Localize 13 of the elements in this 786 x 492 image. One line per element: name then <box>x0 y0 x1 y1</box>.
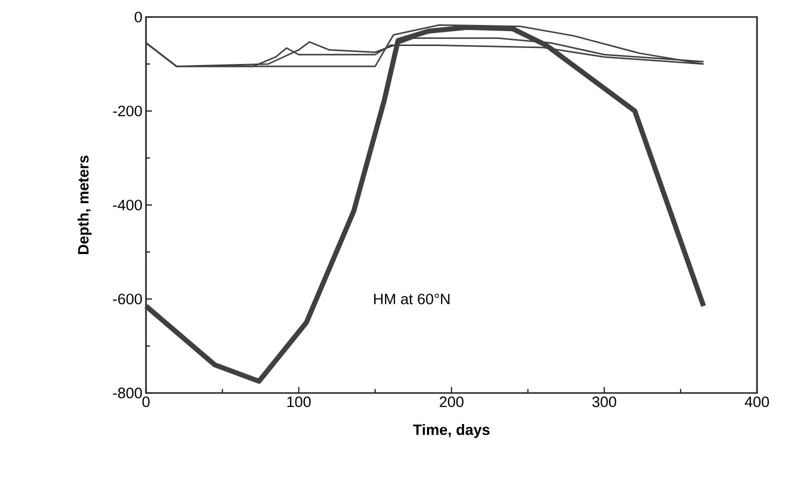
y-tick-label: -400 <box>113 200 142 210</box>
annotation: HM at 60°N <box>374 294 450 304</box>
y-tick-label: -600 <box>113 294 142 304</box>
x-tick-label: 300 <box>592 396 616 408</box>
y-tick-label: -200 <box>113 106 142 116</box>
x-tick-label: 100 <box>287 396 311 408</box>
y-axis-title: Depth, meters <box>78 156 92 254</box>
x-axis-title: Time, days <box>413 424 490 438</box>
x-tick-label: 400 <box>744 396 769 408</box>
x-tick-label: 200 <box>440 396 464 408</box>
y-tick-label: 0 <box>134 12 142 22</box>
y-tick-label: -800 <box>113 388 142 398</box>
x-tick-label: 0 <box>142 396 150 408</box>
